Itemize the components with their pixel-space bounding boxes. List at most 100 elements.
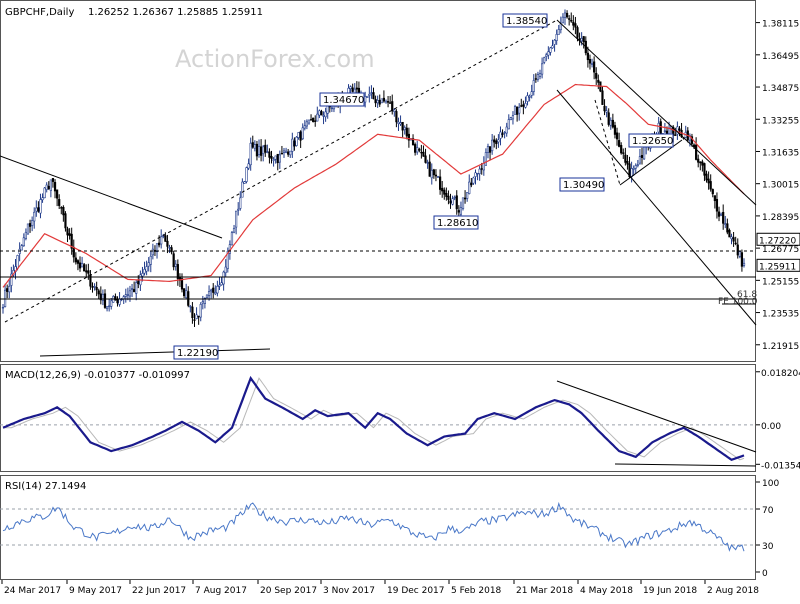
candle-body [293,140,296,147]
candle-body [711,189,714,195]
candle-body [274,155,277,160]
candle-body [570,20,573,22]
date-tick-label: 19 Dec 2017 [387,586,445,596]
candle-body [399,122,402,125]
candle-body [557,29,560,35]
candle-body [632,167,635,170]
candle-body [64,213,67,229]
candle-body [218,284,221,287]
candle-body [699,161,702,164]
candle-body [451,198,454,205]
candle-body [595,72,598,79]
candle-body [56,189,59,199]
candle-body [74,257,77,263]
candle-body [605,110,608,113]
candle-body [232,228,236,233]
date-tick-label: 5 Feb 2018 [451,586,502,596]
macd-signal-line [3,377,745,461]
support-line [39,348,271,357]
candle-body [108,305,111,307]
macd-line [2,375,745,462]
candle-body [389,102,392,104]
price-tick-label: 1.36495 [762,52,799,62]
candle-body [597,79,600,83]
level-label-box [502,13,548,28]
candle-body [41,197,44,201]
candle-body [478,168,481,174]
candle-body [439,176,442,190]
price-tick-label: 1.38115 [762,20,799,30]
last-price-badge [756,258,800,272]
last-price-text: 1.25911 [759,262,796,272]
date-tick-label: 3 Nov 2017 [323,586,375,596]
candle-body [191,306,194,319]
candle-body [509,117,512,121]
candle-body [493,139,496,143]
candle-body [174,263,177,267]
level-label-box [319,92,365,107]
level-label-text: 1.28610 [437,218,478,229]
fe-annotation: FE 100.0 [718,297,758,307]
candle-body [572,21,575,26]
candle-body [486,146,490,153]
price-tick-label: 1.28395 [762,213,799,223]
candle-body [676,126,679,135]
candle-body [657,122,660,133]
candle-body [307,119,311,124]
candle-body [26,223,30,235]
candle-body [6,288,9,292]
candle-body [507,119,510,130]
candle-body [255,143,259,157]
candle-body [47,185,50,190]
candle-body [590,63,594,65]
level-label-text: 1.30490 [563,180,604,191]
candle-body [568,18,571,20]
candle-body [216,285,219,294]
candle-body [43,187,46,199]
date-tick-label: 20 Sep 2017 [260,586,317,596]
candle-body [253,144,256,149]
candle-body [553,39,556,45]
candle-body [472,177,475,184]
level-label: 1.30490 [559,177,605,192]
candle-body [135,282,138,294]
candle-body [141,273,144,277]
candle-body [105,306,109,310]
candle-body [620,145,623,154]
candle-body [101,294,105,301]
candle-body [83,264,86,272]
level-label-text: 1.34670 [323,95,364,106]
level-label-text: 1.38540 [506,16,547,27]
price-tick-label: 1.30015 [762,181,799,191]
candle-body [53,182,57,192]
candle-body [66,228,69,236]
candle-body [730,236,733,240]
candlestick-series [1,9,746,327]
candle-body [503,132,506,134]
candle-body [49,179,52,191]
candle-body [164,235,167,242]
candle-body [257,145,261,155]
candle-body [245,167,248,182]
candle-body [609,119,612,126]
candle-body [95,286,98,291]
candle-body [628,163,631,178]
candle-body [540,63,544,75]
candle-body [3,289,7,307]
candle-body [513,106,517,115]
candle-body [170,247,173,253]
candle-body [424,155,427,163]
date-tick-label: 7 Aug 2017 [195,586,247,596]
candle-body [280,152,284,155]
macd-support-line [614,463,757,467]
candle-body [501,133,504,135]
candle-body [87,270,90,274]
candle-body [116,299,119,304]
candle-body [226,251,229,269]
ohlc-readout: 1.26252 1.26367 1.25885 1.25911 [88,7,263,18]
falling-trendline [0,155,223,239]
candle-body [638,156,642,164]
candle-body [563,12,567,18]
candle-body [536,74,540,80]
channel-upper-line [556,19,757,206]
